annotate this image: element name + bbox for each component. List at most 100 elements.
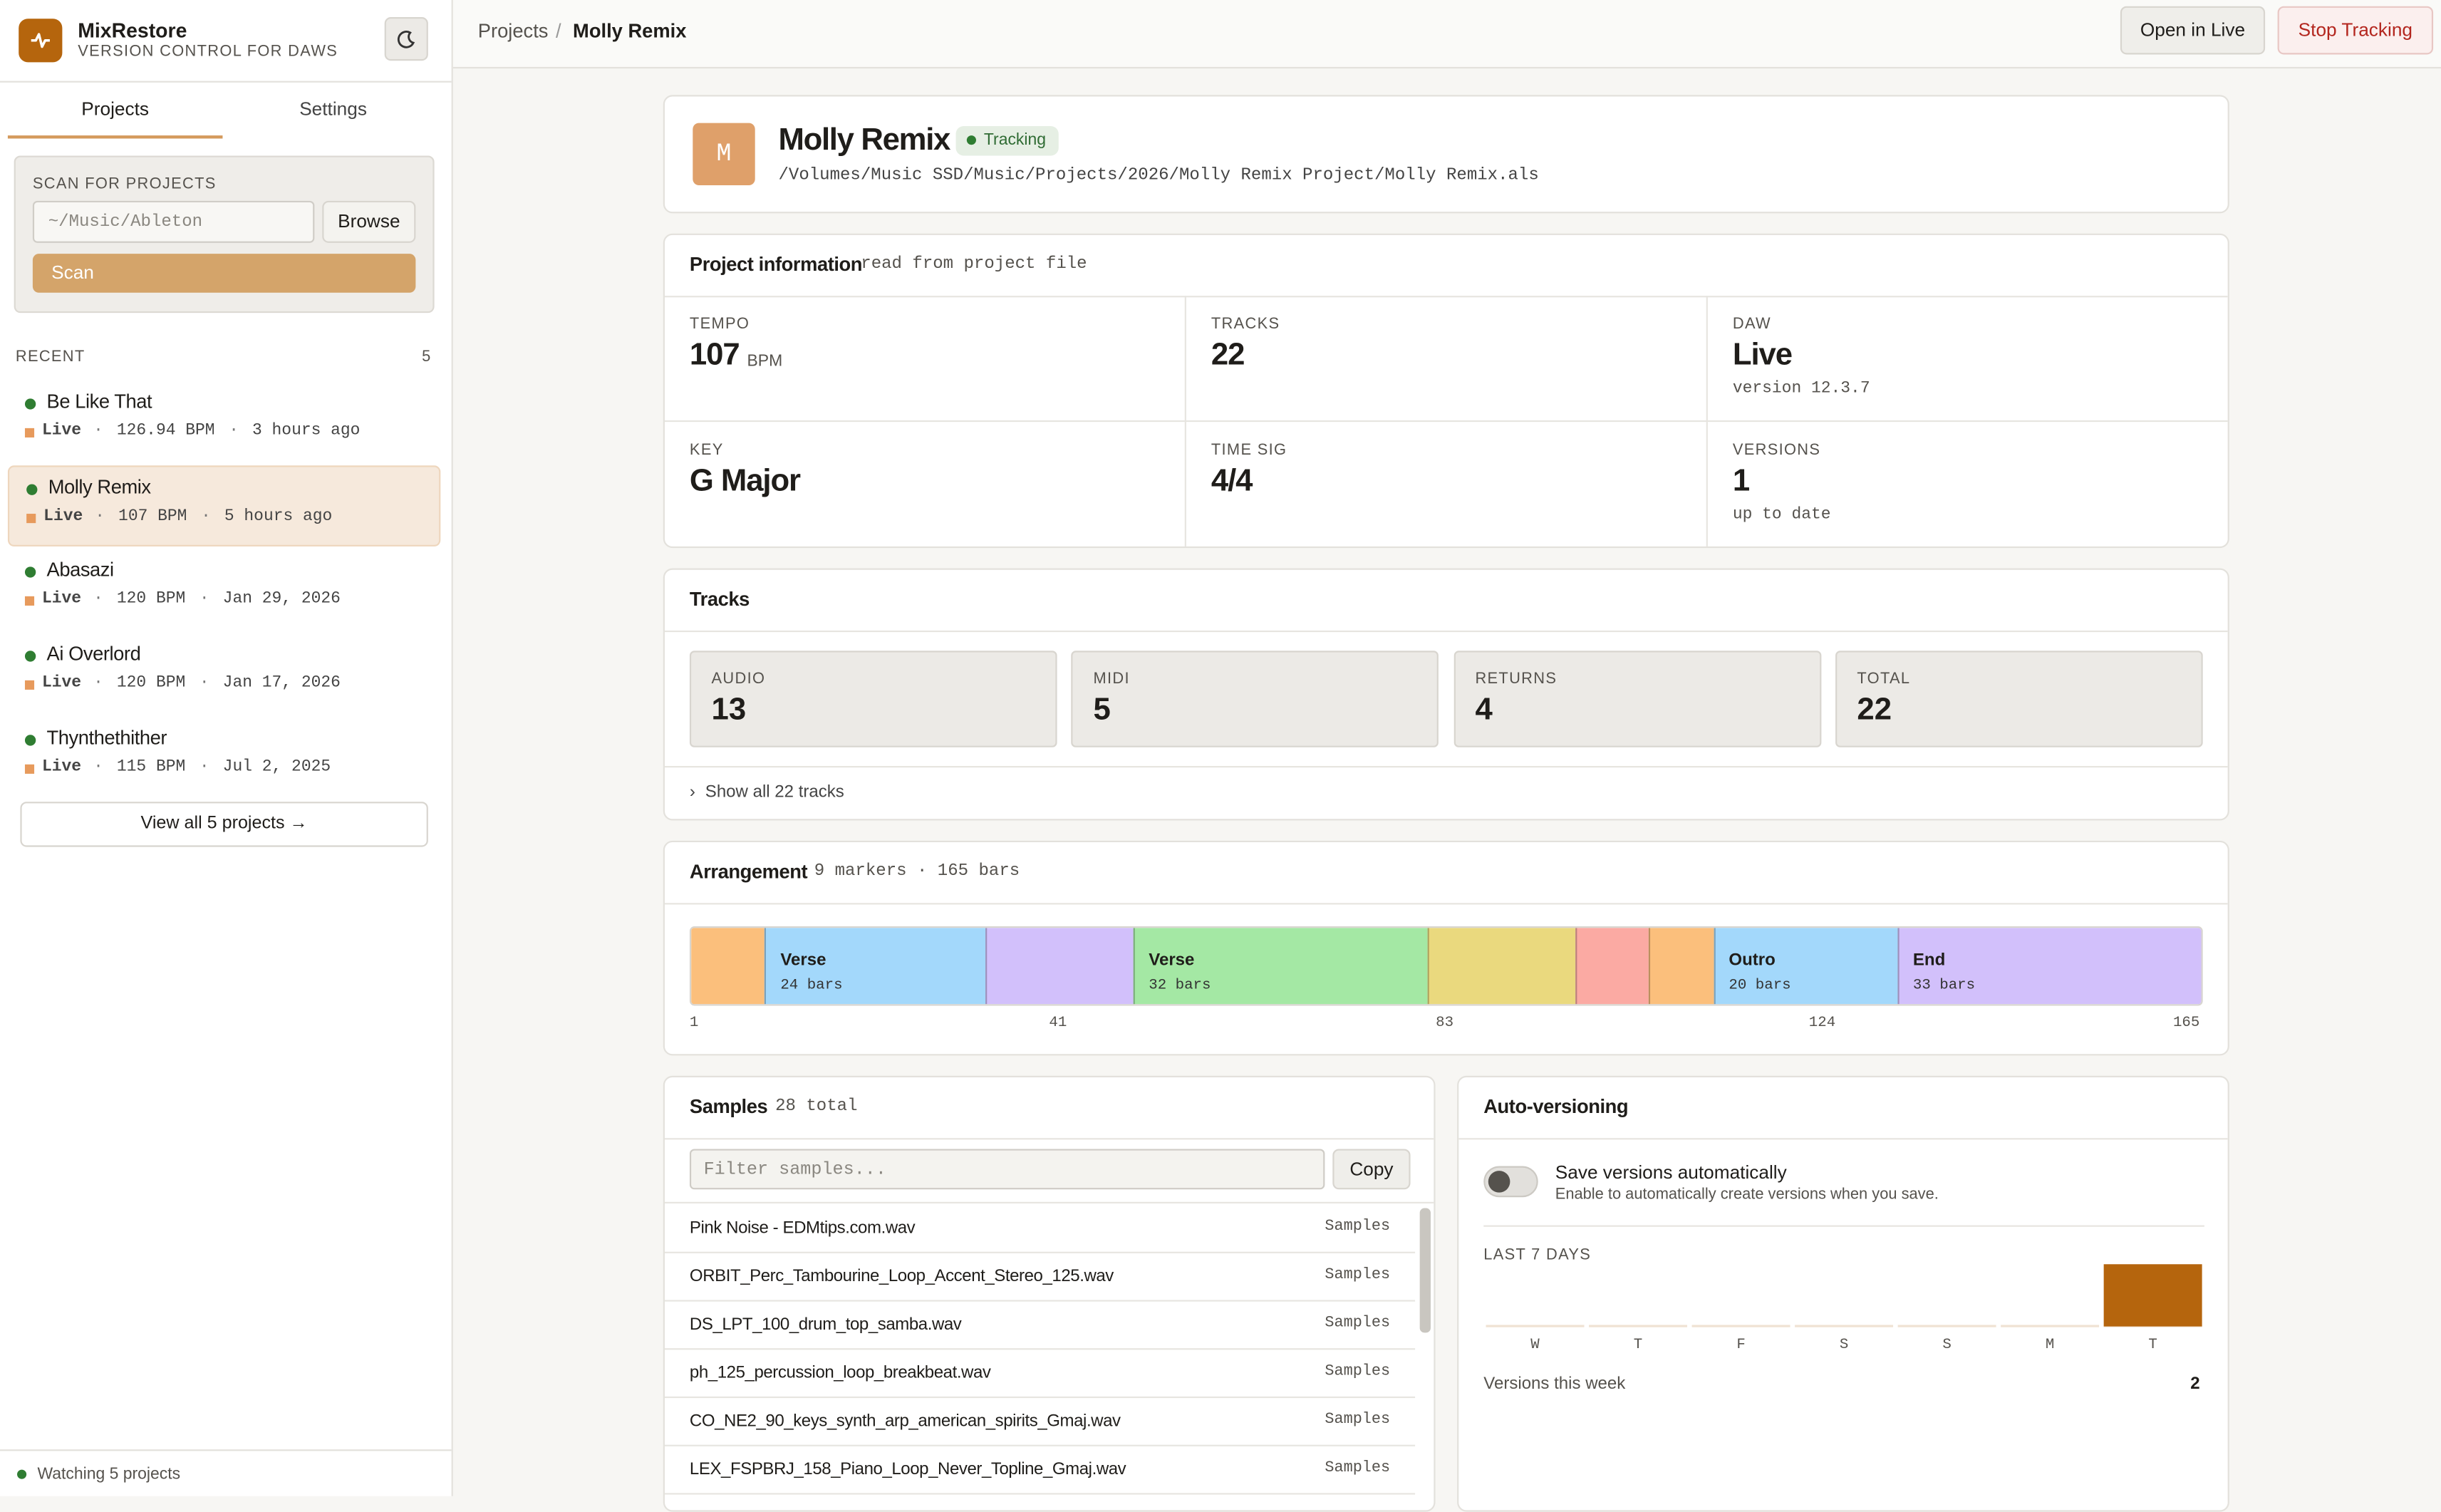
chevron: ›: [689, 783, 695, 802]
stat-value: 22: [1857, 693, 1892, 727]
marker-name: End: [1912, 951, 1946, 970]
project-name: Ai Overlord: [46, 643, 141, 665]
breadcrumb-root[interactable]: Projects: [477, 20, 549, 42]
recent-project[interactable]: Molly Remix Live · 107 BPM · 5 hours ago: [7, 465, 441, 547]
stat-label: MIDI: [1093, 670, 1130, 688]
field-value: 107: [689, 338, 740, 373]
top-bar: Projects / Molly Remix Open in Live Stop…: [452, 0, 2441, 69]
day-baseline: [1897, 1325, 1996, 1327]
sample-row[interactable]: Pink Noise - EDMtips.com.wav Samples: [664, 1205, 1416, 1253]
project-path: /Volumes/Music SSD/Music/Projects/2026/M…: [778, 166, 1539, 186]
summary-label: Versions this week: [1483, 1374, 1626, 1394]
field-value: 22: [1211, 338, 1245, 373]
marker-segment[interactable]: [1427, 928, 1575, 1005]
marker-segment[interactable]: [691, 928, 765, 1005]
sample-folder: Samples: [1325, 1364, 1391, 1382]
separator: ·: [199, 758, 209, 777]
sample-filter[interactable]: Filter samples...: [689, 1149, 1325, 1190]
sample-row[interactable]: DS_LPT_100_drum_top_samba.wav Samples: [664, 1302, 1416, 1350]
timeline-tick: 41: [1049, 1013, 1067, 1031]
samples-header: Samples 28 total: [664, 1077, 1434, 1140]
browse-button[interactable]: Browse: [322, 200, 416, 243]
track-stat: RETURNS 4: [1453, 651, 1821, 747]
x-tick-label: S: [1840, 1337, 1848, 1353]
sample-row[interactable]: ph_125_percussion_loop_breakbeat.wav Samp…: [664, 1350, 1416, 1399]
arrangement-card: Arrangement 9 markers · 165 bars Verse 24…: [663, 840, 2229, 1056]
tracks-header: Tracks: [664, 570, 2228, 633]
stat-label: AUDIO: [711, 670, 766, 688]
recent-list: Be Like That Live · 126.94 BPM · 3 hours ago M…: [0, 378, 452, 799]
recent-project[interactable]: Be Like That Live · 126.94 BPM · 3 hours ago: [8, 381, 440, 462]
marker-segment[interactable]: [1575, 928, 1649, 1005]
sample-list: Pink Noise - EDMtips.com.wav Samples ORBIT…: [664, 1205, 1416, 1510]
arrangement-header: Arrangement 9 markers · 165 bars: [664, 842, 2228, 905]
sample-name: Pink Noise - EDMtips.com.wav: [689, 1218, 916, 1238]
tab-settings[interactable]: Settings: [299, 98, 367, 120]
marker-segment[interactable]: Outro 20 bars: [1713, 928, 1898, 1005]
breadcrumb-separator: /: [556, 20, 561, 42]
project-bpm: 126.94 BPM: [116, 422, 215, 441]
sample-row[interactable]: CO_NE2_90_keys_synth_arp_american_spirit…: [664, 1398, 1416, 1446]
project-daw: Live: [41, 590, 82, 609]
recent-project[interactable]: Abasazi Live · 120 BPM · Jan 29, 2026: [8, 549, 440, 631]
copy-button[interactable]: Copy: [1332, 1149, 1411, 1190]
toggle-knob: [1488, 1171, 1510, 1193]
sample-folder: Samples: [1325, 1460, 1391, 1478]
sample-name: LEX_FSPBRJ_158_Piano_Loop_Never_Topline_…: [689, 1460, 1126, 1479]
marker-bars: 33 bars: [1912, 975, 1976, 993]
day-baseline: [1589, 1325, 1688, 1327]
sample-row[interactable]: LEX_FSPBRJ_158_Piano_Loop_Never_Topline_…: [664, 1446, 1416, 1495]
separator: ·: [201, 507, 211, 527]
tab-projects[interactable]: Projects: [7, 83, 223, 139]
project-bpm: 115 BPM: [116, 758, 186, 777]
recent-project[interactable]: Ai Overlord Live · 120 BPM · Jan 17, 2026: [8, 633, 440, 715]
sample-folder: Samples: [1325, 1267, 1391, 1285]
recent-project[interactable]: Thynthethither Live · 115 BPM · Jul 2, 2025: [8, 718, 440, 799]
sample-name: CO_NE2_90_keys_synth_arp_american_spirit…: [689, 1412, 1121, 1431]
stop-tracking-button[interactable]: Stop Tracking: [2277, 6, 2434, 55]
info-field: TIME SIG 4/4: [1186, 422, 1708, 547]
divider: [664, 1201, 1434, 1203]
track-stat: TOTAL 22: [1835, 651, 2203, 747]
sample-row[interactable]: ORBIT_Perc_Tambourine_Loop_Accent_Stereo…: [664, 1253, 1416, 1302]
project-name: Thynthethither: [46, 727, 167, 749]
show-all-tracks[interactable]: Show all 22 tracks: [705, 783, 844, 802]
marker-segment[interactable]: [985, 928, 1134, 1005]
watch-status: Watching 5 projects: [37, 1465, 181, 1484]
marker-segment[interactable]: Verse 24 bars: [765, 928, 986, 1005]
divider: [664, 765, 2228, 768]
field-sub: version 12.3.7: [1732, 380, 1870, 399]
recent-count: 5: [422, 348, 432, 366]
samples-title: Samples: [689, 1096, 768, 1118]
scan-path-input[interactable]: ~/Music/Ableton: [32, 200, 315, 243]
marker-segment[interactable]: End 33 bars: [1897, 928, 2202, 1005]
breadcrumb-current: Molly Remix: [573, 20, 687, 42]
timeline: Verse 24 bars Verse 32 bars Outro 20 bars End 3…: [689, 926, 2203, 1006]
project-daw: Live: [41, 674, 82, 693]
theme-toggle[interactable]: [384, 17, 428, 61]
scan-button[interactable]: Scan: [32, 254, 416, 293]
chart-title: LAST 7 DAYS: [1483, 1247, 1592, 1265]
field-sub: up to date: [1732, 506, 1831, 525]
info-header: Project information read from project fi…: [664, 235, 2228, 298]
open-in-daw-button[interactable]: Open in Live: [2120, 6, 2266, 55]
auto-toggle[interactable]: [1483, 1166, 1538, 1198]
info-field: TEMPO 107 BPM: [664, 296, 1186, 423]
auto-card: Auto-versioning Save versions automatica…: [1457, 1075, 2229, 1512]
x-tick-label: F: [1736, 1337, 1745, 1353]
field-value: G Major: [689, 464, 801, 499]
track-stat: MIDI 5: [1071, 651, 1439, 747]
project-bpm: 120 BPM: [116, 590, 186, 609]
logo-icon: [31, 33, 50, 48]
moon-icon: [397, 31, 415, 48]
scrollbar-thumb[interactable]: [1419, 1208, 1431, 1333]
scan-title: SCAN FOR PROJECTS: [32, 175, 217, 193]
marker-segment[interactable]: Verse 32 bars: [1133, 928, 1428, 1005]
timeline-tick: 1: [689, 1013, 699, 1031]
view-all-button[interactable]: View all 5 projects →: [20, 802, 428, 847]
marker-segment[interactable]: [1649, 928, 1714, 1005]
toggle-hint: Enable to automatically create versions …: [1555, 1186, 1939, 1203]
day-baseline: [2001, 1325, 2100, 1327]
bar: [2103, 1264, 2202, 1327]
